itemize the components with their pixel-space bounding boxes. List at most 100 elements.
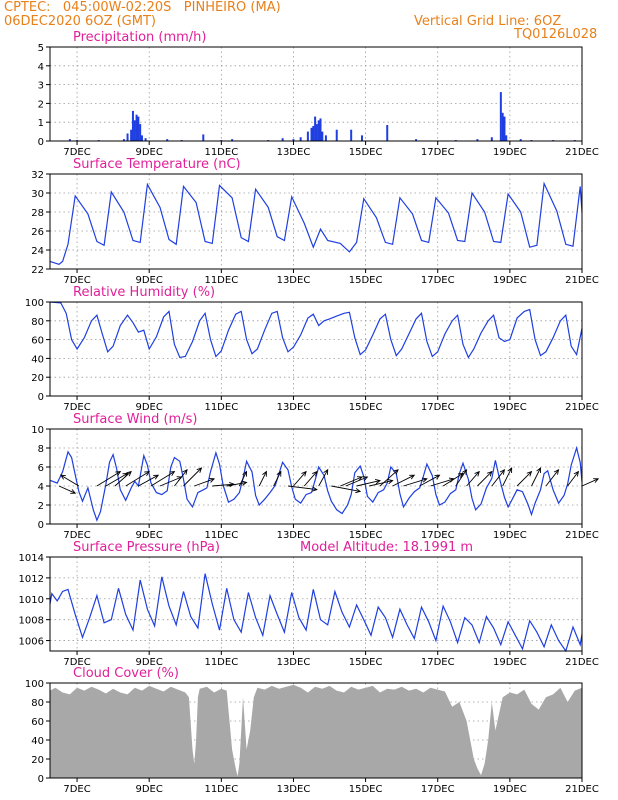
surface-pressure-xtick-label: 19DEC [493,657,527,668]
precipitation-mmh-bar [315,124,318,141]
relative-humidity-ytick-label: 20 [31,373,44,384]
precipitation-mmh-ytick-label: 5 [38,43,44,54]
surface-wind-ytick-label: 2 [38,501,44,512]
relative-humidity-ytick-label: 60 [31,336,44,347]
relative-humidity-frame [49,301,583,397]
surface-temperature-xtick-label: 15DEC [349,275,383,286]
wind-arrow-head [434,474,441,480]
surface-wind-xtick-label: 17DEC [421,530,455,541]
wind-arrow-shaft [273,471,282,487]
precipitation-mmh-bar [499,92,502,141]
wind-arrow-shaft [379,469,399,487]
precipitation-mmh-xtick-label: 15DEC [349,147,383,158]
cloud-cover-xtick-label: 13DEC [277,784,311,795]
surface-wind-title: Surface Wind (m/s) [73,412,197,427]
wind-arrow-shaft [238,471,247,487]
relative-humidity-ytick-label: 100 [25,298,44,309]
surface-wind-xtick-label: 13DEC [277,530,311,541]
date-header: 06DEC2020 6OZ (GMT) [4,14,156,29]
surface-wind-xtick-label: 7DEC [63,530,90,541]
cloud-cover-ytick-label: 0 [38,774,44,785]
cloud-cover-xtick-label: 19DEC [493,784,527,795]
surface-temperature-xtick-label: 19DEC [493,275,527,286]
wind-arrow-shaft [455,469,467,487]
surface-temperature-ytick-label: 26 [31,227,44,238]
precipitation-mmh-xtick-label: 13DEC [277,147,311,158]
precipitation-mmh-bar [360,135,363,141]
wind-arrow-shaft [183,467,202,487]
wind-arrow-head [573,470,579,477]
precipitation-mmh-bar [202,134,205,141]
precipitation-mmh-frame [49,46,583,142]
surface-pressure-title: Surface Pressure (hPa) [73,540,220,555]
wind-arrow-head [499,468,506,475]
cloud-cover-xtick-label: 7DEC [63,784,90,795]
precipitation-mmh-xtick-label: 19DEC [493,147,527,158]
cloud-cover-xtick-label: 21DEC [565,784,599,795]
surface-temperature-xtick-label: 7DEC [63,275,90,286]
surface-temperature-ytick-label: 28 [31,208,44,219]
surface-temperature-ytick-label: 22 [31,265,44,276]
station-header: CPTEC: 045:00W-02:20S PINHEIRO (MA) [4,0,281,15]
wind-arrow-shaft [581,478,599,487]
wind-arrow-shaft [105,473,128,487]
cloud-cover-xtick-label: 17DEC [421,784,455,795]
wind-arrow-shaft [567,471,579,487]
surface-pressure-ytick-label: 1008 [19,616,44,627]
precipitation-mmh-bar [68,139,71,141]
wind-arrow-shaft [345,476,368,487]
precipitation-mmh-ytick-label: 1 [38,118,44,129]
wind-arrow-head [486,470,493,477]
wind-arrow-shaft [340,476,363,487]
wind-arrow-head [229,481,235,488]
wind-arrow-head [356,476,363,482]
wind-arrow-head [115,471,122,477]
surface-wind-ytick-label: 8 [38,444,44,455]
precipitation-mmh-bar [335,129,338,141]
wind-arrow-shaft [318,469,329,487]
cloud-cover-area [50,684,582,778]
wind-arrow-head [312,470,318,477]
surface-pressure-xtick-label: 7DEC [63,657,90,668]
precipitation-mmh-bar [144,138,147,141]
surface-pressure-frame [49,556,583,652]
precipitation-mmh-bar [306,131,309,141]
wind-arrow-head [209,477,216,483]
precipitation-mmh-bar [314,116,317,141]
precipitation-mmh-bar [476,139,479,141]
cloud-cover-ytick-label: 80 [31,698,44,709]
surface-temperature-frame [49,173,583,270]
surface-pressure-ytick-label: 1006 [19,637,44,648]
wind-arrow-head [409,474,416,480]
surface-wind-xtick-label: 11DEC [204,530,238,541]
precipitation-mmh-bar [281,138,284,141]
surface-wind-xtick-label: 15DEC [349,530,383,541]
wind-arrow-head [169,471,176,477]
wind-arrow-head [462,468,468,475]
wind-arrow-head [526,470,533,477]
precipitation-mmh-bar [140,135,143,141]
wind-arrow-shaft [58,485,76,494]
precipitation-mmh-bar [166,139,169,141]
precipitation-mmh-bar [130,129,133,141]
surface-wind-ytick-label: 10 [31,425,44,436]
wind-arrow-head [355,488,362,494]
wind-arrow-shaft [502,467,513,487]
wind-arrow-head [241,480,248,486]
precipitation-mmh-bar [321,131,324,141]
surface-pressure-xtick-label: 9DEC [135,657,162,668]
precipitation-mmh-bar [231,139,234,141]
precipitation-mmh-bar [299,137,302,141]
wind-arrow-shaft [212,483,234,487]
wind-arrow-shaft [174,469,188,487]
cloud-cover-xtick-label: 9DEC [135,784,162,795]
wind-arrow-shaft [114,471,132,487]
wind-arrow-head [70,489,77,494]
surface-temperature-xtick-label: 17DEC [421,275,455,286]
surface-wind-frame [49,428,583,525]
precipitation-mmh-bar [122,139,125,141]
surface-wind-series-line [49,445,583,522]
surface-pressure-xtick-label: 15DEC [349,657,383,668]
precipitation-mmh-ytick-label: 3 [38,81,44,92]
